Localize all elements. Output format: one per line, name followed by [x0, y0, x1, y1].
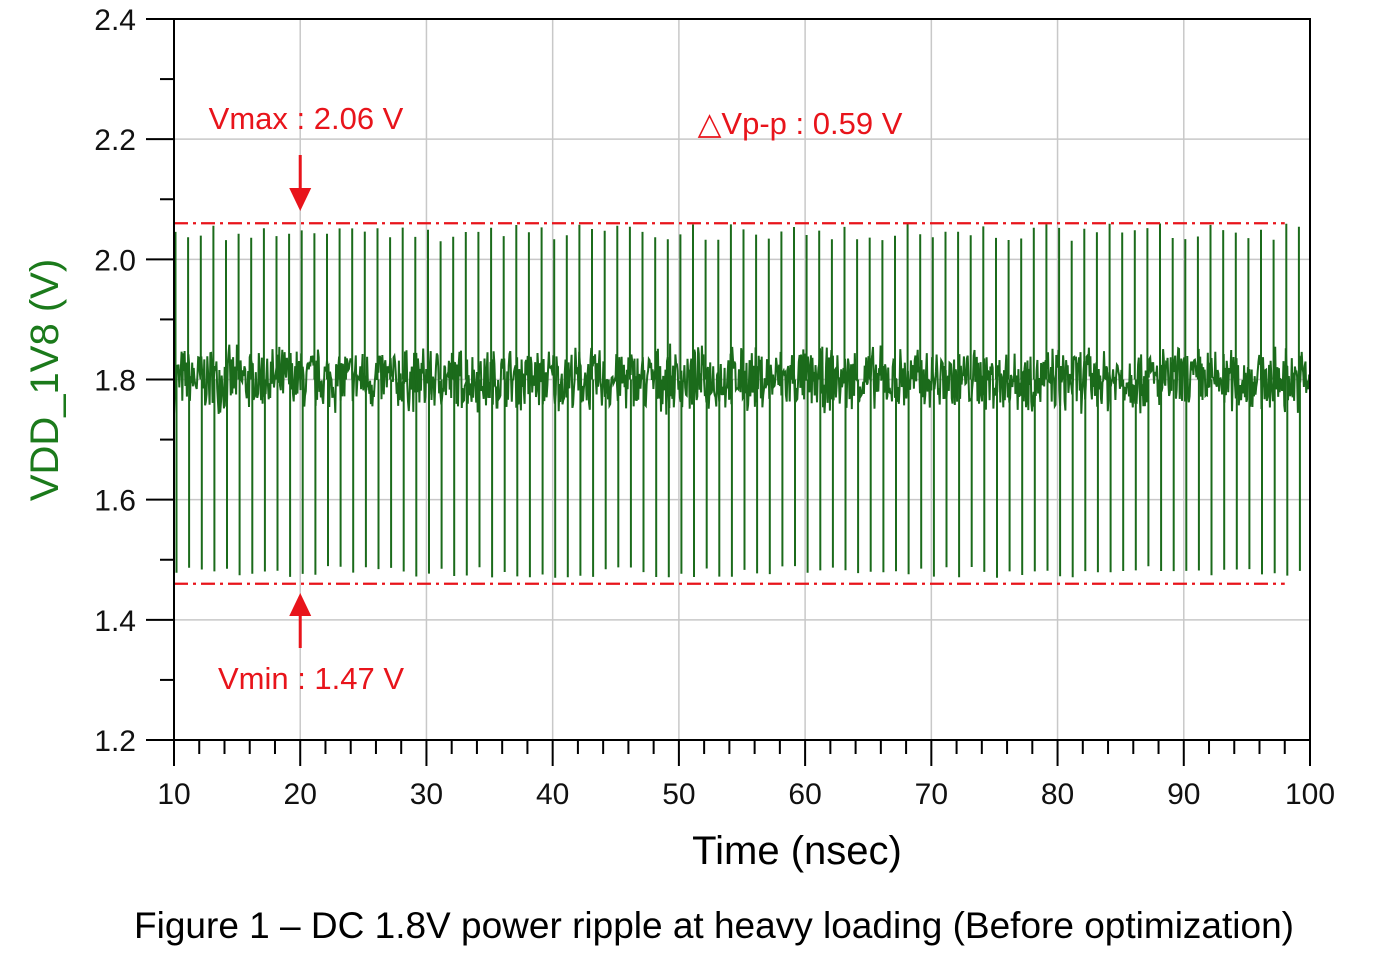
y-tick-label: 1.6 [94, 485, 136, 518]
y-tick-label: 2.4 [94, 4, 136, 37]
x-tick-label: 70 [915, 778, 948, 811]
x-tick-label: 50 [662, 778, 695, 811]
x-tick-label: 80 [1041, 778, 1074, 811]
annotations: Vmax : 2.06 V Vmin : 1.47 V △Vp-p : 0.59 V [209, 101, 903, 696]
reference-lines [174, 222, 1285, 585]
vmax-arrow-head [289, 188, 312, 211]
vmax-label: Vmax : 2.06 V [209, 101, 404, 136]
spike-trace [174, 223, 1301, 578]
vmin-label: Vmin : 1.47 V [218, 661, 404, 696]
waveform-series [173, 223, 1311, 578]
y-axis-title: VDD_1V8 (V) [23, 259, 67, 501]
y-tick-label: 2.0 [94, 244, 136, 277]
vmin-arrow-head [289, 593, 312, 616]
tick-labels: 1.2 1.4 1.6 1.8 2.0 2.2 2.4 10 20 30 40 50 60 70 80 90 1… [94, 4, 1335, 811]
axis-ticks [146, 18, 1311, 766]
y-tick-label: 1.8 [94, 365, 136, 398]
figure-caption: Figure 1 – DC 1.8V power ripple at heavy… [134, 905, 1294, 946]
ripple-trace [173, 343, 1311, 415]
x-tick-label: 30 [410, 778, 443, 811]
x-tick-label: 100 [1285, 778, 1335, 811]
x-tick-label: 40 [536, 778, 569, 811]
x-tick-label: 90 [1167, 778, 1200, 811]
y-tick-label: 2.2 [94, 124, 136, 157]
y-tick-label: 1.2 [94, 725, 136, 758]
y-tick-label: 1.4 [94, 605, 136, 638]
x-tick-label: 20 [284, 778, 317, 811]
x-tick-label: 10 [157, 778, 190, 811]
vpp-label: △Vp-p : 0.59 V [698, 106, 903, 141]
x-tick-label: 60 [788, 778, 821, 811]
x-axis-title: Time (nsec) [692, 829, 902, 873]
